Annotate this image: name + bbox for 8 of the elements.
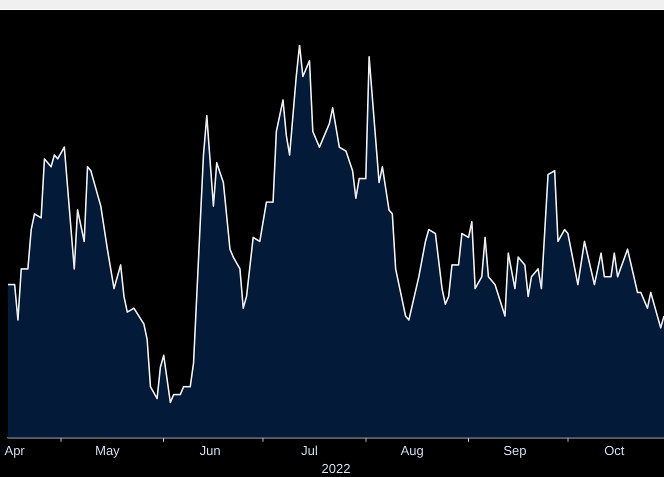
x-tick-label: Apr [4,443,26,458]
x-tick-label: Jul [301,443,318,458]
x-axis-title: 2022 [322,460,350,476]
x-tick-label: Oct [604,443,625,458]
x-tick-label: May [95,443,120,458]
x-tick-label: Aug [400,443,424,458]
x-tick-label: Jun [200,443,221,458]
x-tick-label: Sep [503,443,526,458]
